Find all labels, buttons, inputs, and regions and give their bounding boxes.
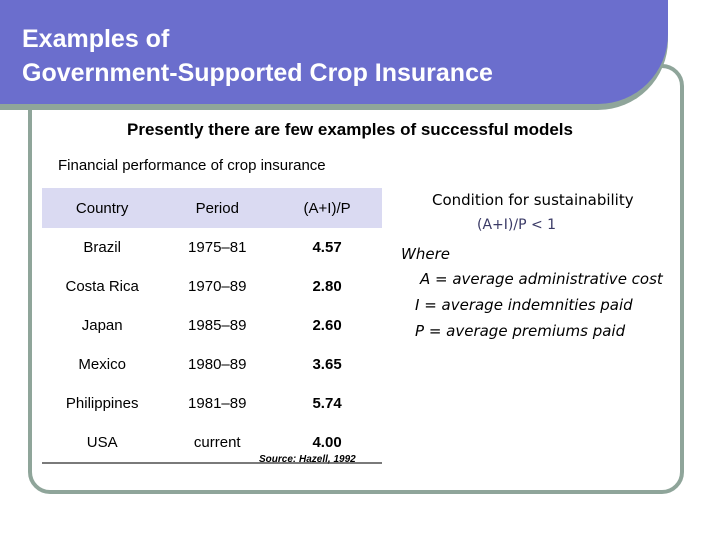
- cell-country: USA: [42, 423, 163, 464]
- cell-period: 1981–89: [188, 395, 247, 412]
- cell-ratio: 3.65: [312, 356, 342, 373]
- source-note: Source: Hazell, 1992: [259, 454, 356, 465]
- cell-period: 1985–89: [188, 317, 247, 334]
- table-row: Costa Rica 1970–89 2.80: [42, 267, 382, 306]
- table-row: USA current 4.00: [42, 423, 382, 464]
- cell-ratio: 2.80: [312, 278, 342, 295]
- table-row: Mexico 1980–89 3.65: [42, 345, 382, 384]
- table-row: Philippines 1981–89 5.74: [42, 384, 382, 423]
- table-row: Brazil 1975–81 4.57: [42, 228, 382, 267]
- cell-country: Mexico: [78, 356, 126, 373]
- definition-p: P = average premiums paid: [415, 322, 626, 340]
- cell-period: 1980–89: [188, 356, 247, 373]
- definition-a: A = average administrative cost: [420, 270, 663, 288]
- title-line-2: Government-Supported Crop Insurance: [22, 59, 493, 87]
- header-period: Period: [195, 199, 239, 217]
- slide-title: Examples of Government-Supported Crop In…: [22, 22, 493, 90]
- where-label: Where: [401, 245, 450, 263]
- title-line-1: Examples of: [22, 25, 170, 53]
- cell-ratio: 2.60: [312, 317, 342, 334]
- cell-ratio: 5.74: [312, 395, 342, 412]
- header-country: Country: [75, 199, 129, 217]
- definition-i: I = average indemnities paid: [415, 296, 633, 314]
- cell-ratio: 4.00: [272, 423, 382, 464]
- cell-period: 1970–89: [188, 278, 247, 295]
- cell-period: 1975–81: [188, 239, 247, 256]
- header-ratio: (A+I)/P: [303, 199, 351, 217]
- crop-insurance-table: Country Period (A+I)/P Brazil 1975–81 4.…: [42, 188, 382, 464]
- cell-country: Brazil: [83, 239, 121, 256]
- condition-formula: (A+I)/P < 1: [477, 217, 557, 233]
- table-header-row: Country Period (A+I)/P: [42, 188, 382, 228]
- table-caption: Financial performance of crop insurance: [58, 157, 326, 174]
- cell-country: Philippines: [65, 395, 139, 412]
- cell-country: Japan: [81, 317, 123, 334]
- cell-country: Costa Rica: [65, 278, 139, 295]
- table-row: Japan 1985–89 2.60: [42, 306, 382, 345]
- cell-ratio: 4.57: [312, 239, 342, 256]
- condition-title: Condition for sustainability: [432, 191, 634, 209]
- title-bar: Examples of Government-Supported Crop In…: [0, 0, 668, 104]
- cell-period: current: [162, 423, 273, 464]
- slide-subtitle: Presently there are few examples of succ…: [127, 120, 573, 139]
